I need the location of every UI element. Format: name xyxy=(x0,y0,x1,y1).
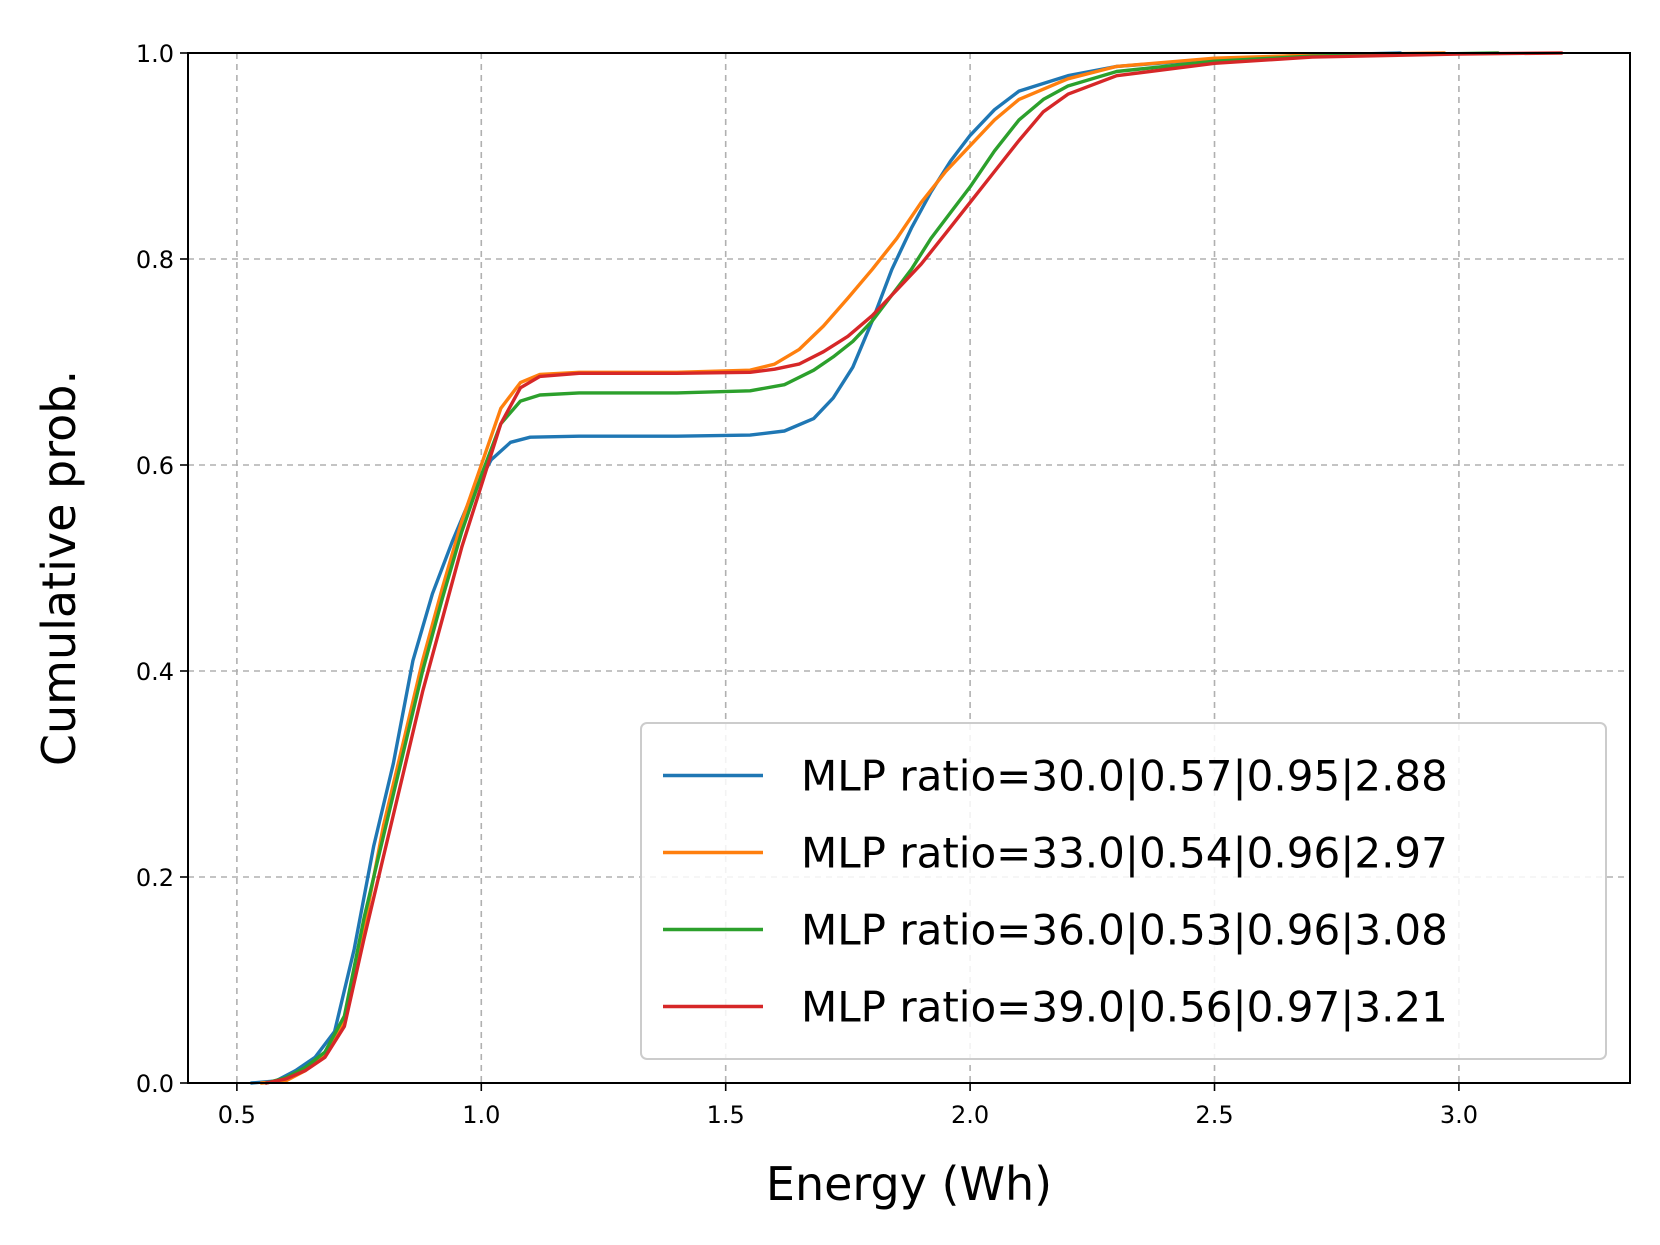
series-line-0 xyxy=(249,51,1402,1085)
x-tick-label: 0.5 xyxy=(218,1101,256,1129)
legend-label-0: MLP ratio=30.0|0.57|0.95|2.88 xyxy=(801,752,1448,801)
x-tick-label: 1.0 xyxy=(462,1101,500,1129)
y-tick-label: 0.2 xyxy=(136,864,174,892)
x-tick-label: 2.0 xyxy=(951,1101,989,1129)
legend-label-3: MLP ratio=39.0|0.56|0.97|3.21 xyxy=(801,983,1448,1032)
y-axis-label: Cumulative prob. xyxy=(32,370,86,766)
y-tick-label: 1.0 xyxy=(136,40,174,68)
x-axis: 0.5 1.0 1.5 2.0 2.5 3.0 xyxy=(218,1083,1478,1129)
x-axis-label: Energy (Wh) xyxy=(766,1157,1052,1211)
x-tick-label: 2.5 xyxy=(1195,1101,1233,1129)
legend-label-1: MLP ratio=33.0|0.54|0.96|2.97 xyxy=(801,829,1448,878)
axes-frame xyxy=(187,52,1631,1084)
x-tick-label: 1.5 xyxy=(707,1101,745,1129)
series-line-3 xyxy=(264,51,1564,1085)
series-line-2 xyxy=(264,51,1500,1085)
legend-label-2: MLP ratio=36.0|0.53|0.96|3.08 xyxy=(801,906,1448,955)
x-tick-label: 3.0 xyxy=(1440,1101,1478,1129)
y-tick-label: 0.0 xyxy=(136,1070,174,1098)
y-tick-label: 0.6 xyxy=(136,452,174,480)
y-tick-label: 0.4 xyxy=(136,658,174,686)
y-axis: 0.0 0.2 0.4 0.6 0.8 1.0 xyxy=(136,40,188,1098)
y-tick-label: 0.8 xyxy=(136,246,174,274)
legend: MLP ratio=30.0|0.57|0.95|2.88 MLP ratio=3… xyxy=(640,722,1607,1060)
series-lines xyxy=(249,51,1564,1085)
legend-box xyxy=(640,722,1607,1060)
